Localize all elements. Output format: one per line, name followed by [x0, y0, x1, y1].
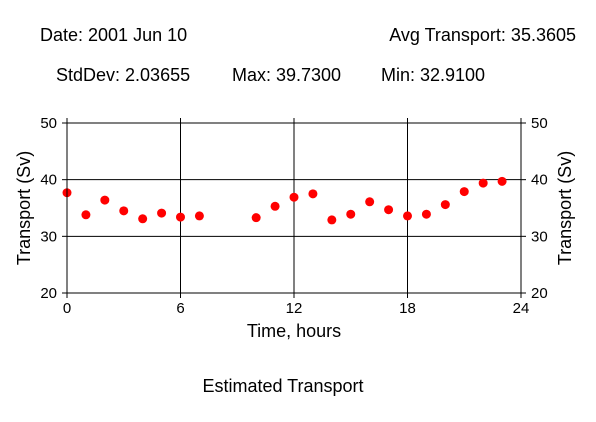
- stddev-label: StdDev: 2.03655: [56, 65, 191, 85]
- data-point: [194, 211, 204, 221]
- x-tick-label: 24: [513, 300, 530, 317]
- y-axis-title-left: Transport (Sv): [14, 151, 34, 265]
- data-point: [440, 200, 450, 210]
- x-tick-label: 12: [286, 300, 303, 317]
- y-tick-label-left: 50: [40, 115, 57, 132]
- data-point: [251, 213, 261, 223]
- data-point: [289, 192, 299, 202]
- data-point: [421, 209, 431, 219]
- y-tick-label-left: 40: [40, 172, 57, 189]
- chart-caption: Estimated Transport: [202, 376, 363, 396]
- avg-transport-label: Avg Transport: 35.3605: [389, 25, 576, 45]
- data-point: [346, 209, 356, 219]
- data-point: [81, 210, 91, 220]
- data-point: [176, 212, 185, 222]
- data-point: [478, 178, 488, 188]
- data-point: [403, 211, 412, 221]
- data-point: [138, 214, 148, 224]
- y-tick-label-left: 20: [40, 285, 57, 302]
- x-tick-label: 18: [399, 300, 416, 317]
- x-tick-label: 6: [176, 300, 184, 317]
- data-point: [384, 205, 394, 215]
- data-point: [100, 195, 110, 205]
- date-label: Date: 2001 Jun 10: [40, 25, 188, 45]
- y-tick-label-right: 50: [531, 115, 548, 132]
- data-point: [119, 206, 129, 216]
- y-tick-label-right: 40: [531, 172, 548, 189]
- y-tick-label-left: 30: [40, 228, 57, 245]
- data-point: [157, 208, 167, 218]
- data-point: [270, 201, 280, 211]
- data-point: [497, 176, 507, 186]
- data-point: [308, 189, 318, 199]
- min-label: Min: 32.9100: [381, 65, 486, 85]
- x-tick-label: 0: [63, 300, 71, 317]
- data-point: [327, 215, 337, 225]
- data-point: [459, 187, 469, 197]
- y-axis-title-right: Transport (Sv): [555, 151, 575, 265]
- max-label: Max: 39.7300: [232, 65, 342, 85]
- x-axis-title: Time, hours: [247, 321, 341, 341]
- grid-layer: [67, 123, 521, 293]
- y-tick-label-right: 20: [531, 285, 548, 302]
- y-tick-label-right: 30: [531, 228, 548, 245]
- data-point: [365, 197, 375, 207]
- data-points: [62, 176, 507, 225]
